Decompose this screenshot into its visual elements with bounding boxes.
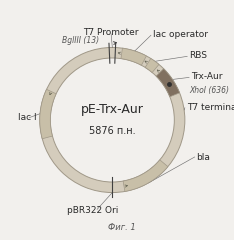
Text: Фиг. 1: Фиг. 1 <box>108 223 135 232</box>
Text: pE-Trx-Aur: pE-Trx-Aur <box>81 103 144 116</box>
Text: 5876 п.н.: 5876 п.н. <box>89 126 136 136</box>
Text: RBS: RBS <box>190 51 208 60</box>
Text: T7 terminator: T7 terminator <box>187 103 234 112</box>
Text: XhoI (636): XhoI (636) <box>189 85 229 95</box>
Text: Trx-Aur: Trx-Aur <box>191 72 222 81</box>
Text: pBR322 Ori: pBR322 Ori <box>67 206 118 215</box>
Text: T7 Promoter: T7 Promoter <box>83 28 139 37</box>
Text: BglIII (13): BglIII (13) <box>62 36 99 45</box>
Text: lac I: lac I <box>18 113 37 122</box>
Text: bla: bla <box>197 153 210 162</box>
Polygon shape <box>156 69 179 97</box>
Polygon shape <box>121 48 146 65</box>
Polygon shape <box>145 59 159 72</box>
Text: lac operator: lac operator <box>153 30 208 39</box>
Polygon shape <box>123 160 168 192</box>
Polygon shape <box>40 89 56 139</box>
